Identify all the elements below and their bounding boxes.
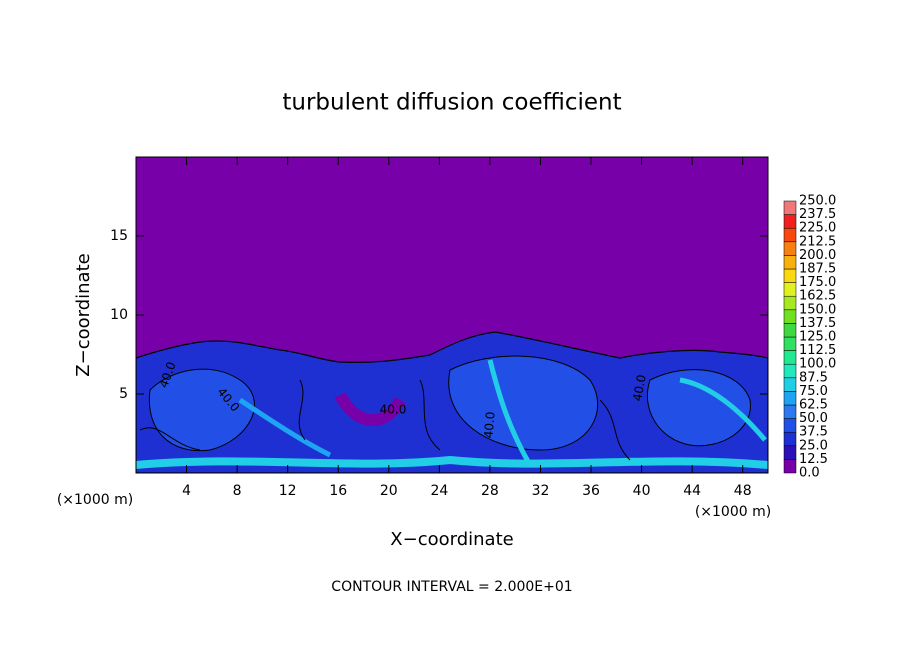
colorbar-box	[783, 241, 797, 256]
x-tick-label: 32	[532, 483, 550, 499]
colorbar-box	[783, 418, 797, 433]
x-tick-label: 48	[734, 483, 752, 499]
colorbar-label: 37.5	[799, 425, 828, 440]
colorbar-label: 100.0	[799, 357, 836, 372]
x-axis-title: X−coordinate	[390, 529, 513, 550]
colorbar-box	[783, 336, 797, 351]
colorbar-box	[783, 323, 797, 338]
x-tick-label: 12	[279, 483, 297, 499]
y-tick-label: 5	[119, 386, 128, 402]
colorbar-label: 237.5	[799, 207, 836, 222]
x-tick-label: 16	[329, 483, 347, 499]
contour-label: 40.0	[630, 374, 648, 403]
x-tick-label: 20	[380, 483, 398, 499]
x-tick-label: 8	[233, 483, 242, 499]
colorbar-label: 175.0	[799, 275, 836, 290]
colorbar-box	[783, 391, 797, 406]
footer-note: CONTOUR INTERVAL = 2.000E+01	[331, 579, 572, 595]
chart-title: turbulent diffusion coefficient	[282, 90, 621, 116]
colorbar-label: 137.5	[799, 316, 836, 331]
x-tick-label: 24	[430, 483, 448, 499]
y-tick-label: 10	[110, 307, 128, 323]
colorbar-label: 12.5	[799, 452, 828, 467]
colorbar-label: 200.0	[799, 248, 836, 263]
colorbar-label: 225.0	[799, 221, 836, 236]
colorbar-box	[783, 295, 797, 311]
colorbar-label: 75.0	[799, 384, 828, 399]
x-tick-label: 36	[582, 483, 600, 499]
colorbar-label: 87.5	[799, 370, 828, 385]
colorbar-box	[783, 363, 797, 379]
colorbar-label: 162.5	[799, 289, 836, 304]
colorbar-box	[783, 431, 797, 447]
y-axis-title: Z−coordinate	[73, 253, 94, 376]
colorbar-box	[783, 227, 797, 243]
colorbar-box	[783, 214, 797, 229]
colorbar-label: 50.0	[799, 411, 828, 426]
colorbar-box	[783, 459, 797, 474]
colorbar-label: 187.5	[799, 262, 836, 277]
contour-field	[136, 331, 768, 473]
y-tick-label: 15	[110, 228, 128, 244]
x-tick-label: 28	[481, 483, 499, 499]
x-tick-label: 40	[633, 483, 651, 499]
x-unit-label: (×1000 m)	[57, 492, 133, 508]
colorbar-label: 0.0	[799, 466, 820, 481]
contour-label: 40.0	[481, 411, 497, 439]
x-unit-label: (×1000 m)	[695, 504, 771, 520]
colorbar-box	[783, 404, 797, 419]
colorbar-box	[783, 268, 797, 283]
colorbar-box	[783, 200, 797, 215]
colorbar-label: 150.0	[799, 302, 836, 317]
colorbar-box	[783, 377, 797, 392]
colorbar-box	[783, 350, 797, 365]
colorbar-label: 125.0	[799, 330, 836, 345]
colorbar-label: 62.5	[799, 398, 828, 413]
colorbar-label: 25.0	[799, 438, 828, 453]
colorbar-box	[783, 445, 797, 460]
x-tick-label: 44	[683, 483, 701, 499]
colorbar-box	[783, 309, 797, 324]
colorbar-label: 112.5	[799, 343, 836, 358]
contour-label: 40.0	[380, 403, 407, 417]
colorbar-label: 212.5	[799, 234, 836, 249]
colorbar-box	[783, 282, 797, 297]
x-tick-label: 4	[182, 483, 191, 499]
colorbar-label: 250.0	[799, 194, 836, 209]
colorbar-box	[783, 255, 797, 270]
